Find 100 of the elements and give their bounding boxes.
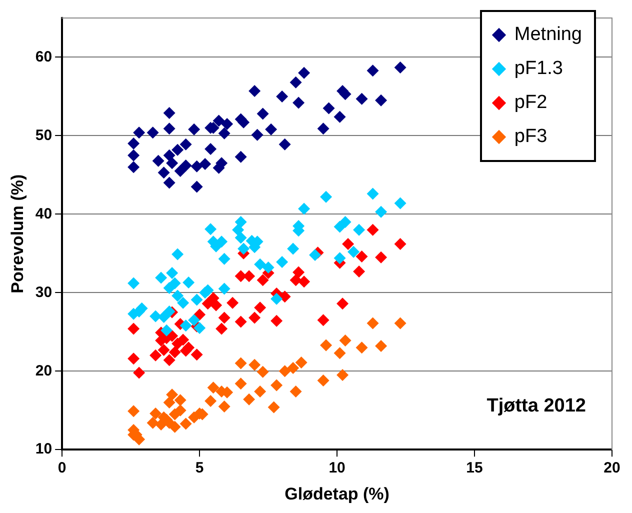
point bbox=[339, 334, 352, 347]
point bbox=[234, 357, 247, 370]
point bbox=[309, 248, 322, 261]
point bbox=[216, 322, 228, 335]
point bbox=[342, 238, 354, 250]
annotation: Tjøtta 2012 bbox=[486, 396, 586, 417]
point bbox=[163, 396, 176, 409]
point bbox=[366, 188, 379, 200]
x-tick-label: 15 bbox=[466, 460, 483, 477]
x-tick-label: 10 bbox=[328, 460, 346, 477]
point bbox=[270, 314, 283, 327]
legend-label: pF2 bbox=[514, 92, 548, 114]
y-tick-label: 20 bbox=[35, 362, 52, 380]
legend-label: pF3 bbox=[514, 126, 548, 148]
point bbox=[172, 290, 184, 302]
point bbox=[254, 258, 266, 270]
point bbox=[163, 305, 176, 318]
point bbox=[394, 61, 406, 74]
point bbox=[336, 369, 349, 382]
point bbox=[163, 354, 176, 366]
point bbox=[128, 322, 140, 335]
point bbox=[128, 405, 140, 418]
point bbox=[256, 108, 269, 120]
point bbox=[174, 394, 186, 406]
point bbox=[166, 157, 178, 170]
point bbox=[238, 116, 250, 128]
point bbox=[221, 118, 234, 130]
y-tick-label: 30 bbox=[35, 284, 52, 301]
point bbox=[158, 310, 170, 323]
point bbox=[254, 302, 266, 314]
point bbox=[366, 64, 379, 77]
point bbox=[172, 248, 184, 260]
point bbox=[322, 102, 335, 114]
point bbox=[353, 224, 366, 236]
point bbox=[160, 324, 173, 336]
point bbox=[243, 393, 256, 406]
x-tick-label: 5 bbox=[195, 460, 204, 477]
point bbox=[278, 138, 291, 150]
point bbox=[256, 274, 269, 286]
point bbox=[202, 284, 214, 296]
point bbox=[234, 378, 247, 390]
point bbox=[375, 206, 388, 218]
point bbox=[348, 246, 360, 258]
point bbox=[128, 149, 140, 162]
point bbox=[243, 270, 256, 282]
point bbox=[163, 106, 176, 119]
point bbox=[334, 347, 346, 360]
point bbox=[146, 416, 159, 429]
point bbox=[190, 180, 203, 193]
point bbox=[268, 401, 280, 414]
point bbox=[190, 160, 203, 172]
point bbox=[298, 66, 310, 79]
point bbox=[172, 144, 184, 156]
y-tick-label: 40 bbox=[35, 205, 52, 222]
point bbox=[210, 299, 222, 312]
point bbox=[248, 84, 261, 97]
point bbox=[375, 340, 388, 352]
point bbox=[174, 404, 186, 416]
point bbox=[394, 317, 406, 330]
point bbox=[133, 366, 146, 379]
point bbox=[254, 386, 266, 398]
point bbox=[287, 242, 300, 255]
point bbox=[168, 420, 181, 433]
point bbox=[199, 158, 212, 170]
point bbox=[251, 128, 264, 141]
point bbox=[317, 314, 330, 326]
point bbox=[353, 265, 366, 278]
point bbox=[234, 232, 247, 244]
point bbox=[168, 346, 181, 358]
x-tick-label: 20 bbox=[604, 460, 620, 477]
point bbox=[290, 76, 302, 88]
point bbox=[204, 223, 217, 236]
point bbox=[292, 266, 305, 278]
point bbox=[336, 298, 349, 310]
point bbox=[133, 126, 146, 139]
point bbox=[234, 316, 247, 328]
point bbox=[366, 224, 379, 236]
point bbox=[262, 262, 274, 274]
x-tick-label: 0 bbox=[58, 460, 66, 477]
point bbox=[394, 238, 406, 250]
point bbox=[356, 250, 368, 263]
point bbox=[158, 344, 170, 356]
x-axis-title: Glødetap (%) bbox=[284, 484, 390, 504]
point bbox=[207, 382, 220, 394]
point bbox=[188, 314, 200, 326]
point bbox=[177, 296, 190, 309]
point bbox=[180, 160, 192, 172]
point bbox=[256, 366, 269, 378]
point bbox=[158, 166, 170, 179]
point bbox=[278, 365, 291, 378]
point bbox=[265, 123, 278, 136]
point bbox=[216, 236, 228, 248]
point bbox=[234, 216, 247, 228]
legend-label: Metning bbox=[514, 24, 582, 46]
point bbox=[194, 322, 206, 334]
point bbox=[163, 149, 176, 162]
point bbox=[212, 114, 225, 127]
point bbox=[375, 94, 388, 106]
point bbox=[334, 252, 346, 264]
point bbox=[290, 386, 302, 398]
